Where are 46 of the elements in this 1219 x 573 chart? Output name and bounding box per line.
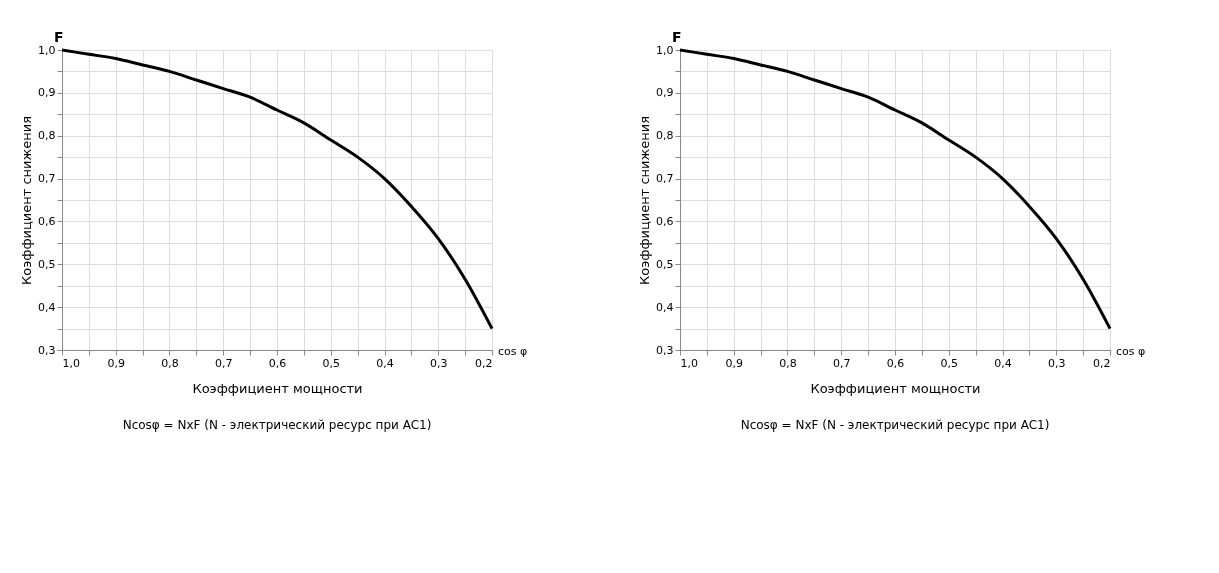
y-axis-title: Коэффициент снижения <box>637 115 653 286</box>
x-tick-label: 0,9 <box>725 356 743 370</box>
x-tick-label: 0,2 <box>1093 356 1111 370</box>
x-tick-label: 0,6 <box>886 356 905 370</box>
x-tick-label: 0,5 <box>940 356 958 370</box>
text: cos φ <box>1116 345 1146 358</box>
y-tick-label: 0,8 <box>656 129 674 143</box>
x-tick-label: 0,5 <box>322 356 340 370</box>
x-tick-label: 0,3 <box>430 356 448 370</box>
x-tick-label: 1,0 <box>680 356 698 370</box>
x-tick-label: 0,4 <box>376 356 394 370</box>
x-tick-label: 0,8 <box>161 356 179 370</box>
x-tick-label: 0,9 <box>107 356 125 370</box>
text: Ncosφ = NxF (N - электрический ресурс при AC1) <box>122 418 432 432</box>
y-tick-label: 0,7 <box>38 172 56 186</box>
y-tick-label: 0,3 <box>656 343 674 357</box>
text: F <box>54 29 64 45</box>
x-tick-label: 0,7 <box>215 356 233 370</box>
y-tick-label: 0,9 <box>38 86 56 100</box>
text: cos φ <box>498 345 528 358</box>
x-axis-title: Коэффициент мощности <box>192 380 363 396</box>
text: Ncosφ = NxF (N - электрический ресурс при AC1) <box>740 418 1050 432</box>
x-tick-label: 0,8 <box>779 356 797 370</box>
y-tick-label: 0,7 <box>656 172 674 186</box>
line-series <box>678 48 1112 331</box>
y-tick-label: 0,5 <box>38 257 56 271</box>
y-tick-label: 0,4 <box>656 300 674 314</box>
y-tick-label: 0,9 <box>656 86 674 100</box>
y-tick-label: 0,5 <box>656 257 674 271</box>
line-series <box>60 48 494 331</box>
x-tick-label: 0,2 <box>475 356 493 370</box>
x-tick-label: 0,4 <box>994 356 1012 370</box>
x-tick-label: 0,3 <box>1048 356 1066 370</box>
text: F <box>672 29 682 45</box>
y-tick-label: 0,8 <box>38 129 56 143</box>
x-tick-label: 0,7 <box>833 356 851 370</box>
y-tick-label: 1,0 <box>38 43 56 57</box>
x-axis-title: Коэффициент мощности <box>810 380 981 396</box>
y-tick-label: 0,6 <box>38 214 56 228</box>
y-axis-title: Коэффициент снижения <box>19 115 35 286</box>
y-tick-label: 0,6 <box>656 214 674 228</box>
y-tick-label: 0,3 <box>38 343 56 357</box>
y-tick-label: 0,4 <box>38 300 56 314</box>
y-tick-label: 1,0 <box>656 43 674 57</box>
x-tick-label: 0,6 <box>268 356 287 370</box>
x-tick-label: 1,0 <box>62 356 80 370</box>
